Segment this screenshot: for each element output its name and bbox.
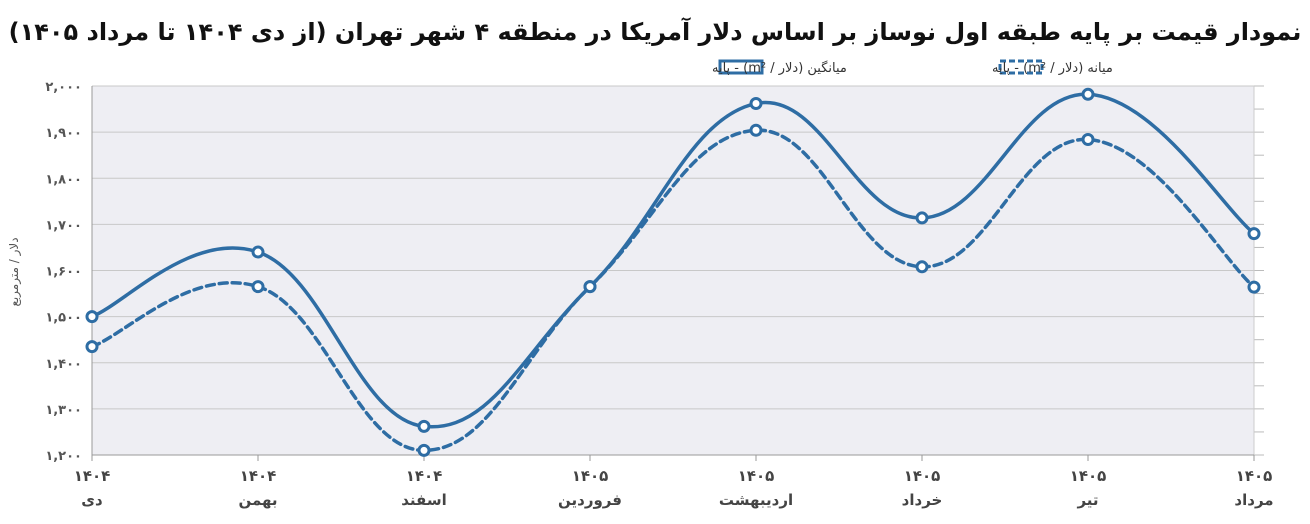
x-tick-month: خرداد	[902, 491, 943, 509]
y-tick-label: ۱,۷۰۰	[45, 218, 82, 233]
legend-swatch-average	[718, 59, 764, 75]
data-point	[417, 443, 431, 457]
legend-label-median: میانه (دلار / m²) - پایه	[992, 61, 1113, 76]
y-tick-label: ۱,۳۰۰	[45, 403, 82, 418]
x-tick-month: مرداد	[1234, 491, 1273, 509]
x-tick-year: ۱۴۰۵	[904, 467, 941, 485]
x-tick-year: ۱۴۰۵	[1236, 467, 1273, 485]
data-point	[749, 123, 763, 137]
x-tick-year: ۱۴۰۵	[1070, 467, 1107, 485]
y-tick-label: ۱,۵۰۰	[45, 311, 82, 326]
plot-area: ۱,۲۰۰ ۱,۳۰۰ ۱,۴۰۰ ۱,۵۰۰ ۱,۶۰۰ ۱,۷۰۰ ۱,۸۰۰ ۱,۹۰۰…	[45, 80, 1273, 509]
data-point	[915, 260, 929, 274]
series-line-median	[90, 128, 1256, 453]
y-tick-label: ۲,۰۰۰	[45, 80, 82, 95]
legend-label-average: میانگین (دلار / m²) - پایه	[712, 60, 847, 76]
x-tick-year: ۱۴۰۵	[572, 467, 609, 485]
y-axis-label: دلار / مترمربع	[7, 237, 22, 306]
series-line-average	[90, 92, 1256, 429]
data-point	[1247, 227, 1261, 241]
data-point	[251, 245, 265, 259]
data-point	[251, 280, 265, 294]
x-tick-year: ۱۴۰۵	[738, 467, 775, 485]
x-tick-month: تیر	[1076, 491, 1098, 509]
x-tick-year: ۱۴۰۴	[74, 467, 111, 485]
x-tick-month: فروردین	[558, 491, 622, 509]
data-point	[85, 340, 99, 354]
data-point	[417, 419, 431, 433]
y-tick-label: ۱,۲۰۰	[45, 449, 82, 464]
data-point	[1081, 133, 1095, 147]
y-tick-label: ۱,۴۰۰	[45, 357, 82, 372]
y-tick-label: ۱,۸۰۰	[45, 172, 82, 187]
data-point	[1247, 280, 1261, 294]
y-tick-label: ۱,۹۰۰	[45, 126, 82, 141]
y-tick-label: ۱,۶۰۰	[45, 265, 82, 280]
x-tick-month: اسفند	[401, 491, 446, 509]
x-tick-month: بهمن	[238, 491, 277, 509]
chart-title: نمودار قیمت بر پایه طبقه اول نوساز بر اس…	[9, 17, 1302, 46]
x-tick-year: ۱۴۰۴	[406, 467, 443, 485]
x-tick-month: اردیبهشت	[719, 491, 793, 509]
data-point	[915, 211, 929, 225]
x-tick-month: دی	[81, 491, 103, 509]
legend-swatch-median	[998, 59, 1044, 75]
legend: میانگین (دلار / m²) - پایه میانه (دلار / …	[712, 59, 1113, 76]
data-point	[749, 97, 763, 111]
x-tick-year: ۱۴۰۴	[240, 467, 277, 485]
data-point	[1081, 87, 1095, 101]
data-point	[85, 310, 99, 324]
data-point	[583, 280, 597, 294]
